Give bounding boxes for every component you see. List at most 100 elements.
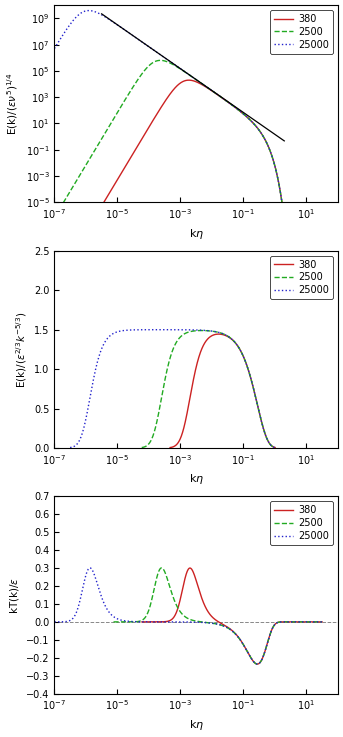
2500 xyxy=(153,425,157,434)
25000 xyxy=(52,618,57,626)
380 xyxy=(187,76,191,85)
25000 xyxy=(172,618,176,626)
25000 xyxy=(73,611,77,620)
380 xyxy=(140,618,144,626)
2500 xyxy=(255,660,259,668)
2500 xyxy=(159,564,164,573)
X-axis label: k$\eta$: k$\eta$ xyxy=(189,718,204,732)
25000 xyxy=(115,21,119,29)
380 xyxy=(282,210,286,219)
380 xyxy=(190,381,194,390)
380 xyxy=(250,656,255,665)
Legend: 380, 2500, 25000: 380, 2500, 25000 xyxy=(270,10,333,54)
Y-axis label: kT(k)/$\varepsilon$: kT(k)/$\varepsilon$ xyxy=(8,576,21,614)
380 xyxy=(188,564,192,573)
25000 xyxy=(255,660,259,668)
380 xyxy=(297,618,301,626)
2500 xyxy=(148,438,152,447)
380 xyxy=(140,134,144,143)
380 xyxy=(94,211,98,220)
Legend: 380, 2500, 25000: 380, 2500, 25000 xyxy=(270,256,333,299)
Y-axis label: E(k)/($\varepsilon^{2/3}k^{-5/3}$): E(k)/($\varepsilon^{2/3}k^{-5/3}$) xyxy=(14,311,28,388)
2500 xyxy=(196,326,200,335)
2500 xyxy=(273,443,277,452)
Line: 380: 380 xyxy=(142,568,322,664)
25000 xyxy=(193,326,197,335)
2500 xyxy=(255,124,259,133)
2500 xyxy=(238,635,242,644)
380 xyxy=(272,157,276,166)
25000 xyxy=(193,326,197,335)
380 xyxy=(216,329,221,338)
25000 xyxy=(202,326,206,335)
2500 xyxy=(218,92,223,101)
380 xyxy=(221,330,225,339)
25000 xyxy=(84,570,88,579)
Line: 25000: 25000 xyxy=(55,10,284,214)
2500 xyxy=(299,618,304,626)
25000 xyxy=(168,325,172,334)
Line: 25000: 25000 xyxy=(70,329,275,447)
380 xyxy=(210,331,214,340)
2500 xyxy=(88,153,93,161)
X-axis label: k$\eta$: k$\eta$ xyxy=(189,226,204,240)
380 xyxy=(273,443,277,452)
2500 xyxy=(173,341,177,350)
2500 xyxy=(140,443,144,452)
25000 xyxy=(156,325,161,334)
2500 xyxy=(228,99,233,108)
25000 xyxy=(145,41,149,49)
25000 xyxy=(68,443,72,452)
25000 xyxy=(87,6,91,15)
2500 xyxy=(210,326,214,335)
25000 xyxy=(201,80,205,89)
X-axis label: k$\eta$: k$\eta$ xyxy=(189,472,204,486)
380 xyxy=(291,618,295,626)
25000 xyxy=(320,618,324,626)
25000 xyxy=(282,210,286,219)
25000 xyxy=(142,38,146,47)
2500 xyxy=(76,174,80,183)
25000 xyxy=(251,382,255,391)
2500 xyxy=(158,56,163,65)
2500 xyxy=(181,611,186,620)
Line: 380: 380 xyxy=(96,80,284,215)
Y-axis label: E(k)/($\varepsilon\nu^5)^{1/4}$: E(k)/($\varepsilon\nu^5)^{1/4}$ xyxy=(5,72,20,135)
2500 xyxy=(282,210,286,219)
Line: 25000: 25000 xyxy=(55,568,322,664)
380 xyxy=(149,119,153,128)
Line: 2500: 2500 xyxy=(56,60,284,215)
Line: 380: 380 xyxy=(170,334,275,447)
25000 xyxy=(52,44,57,53)
2500 xyxy=(118,618,122,626)
380 xyxy=(185,567,189,576)
380 xyxy=(209,85,213,94)
Legend: 380, 2500, 25000: 380, 2500, 25000 xyxy=(270,501,333,545)
380 xyxy=(261,131,265,140)
25000 xyxy=(88,564,92,573)
2500 xyxy=(116,108,120,116)
25000 xyxy=(152,325,156,334)
380 xyxy=(168,443,172,452)
380 xyxy=(239,347,243,356)
25000 xyxy=(273,443,277,452)
380 xyxy=(139,136,143,145)
2500 xyxy=(111,618,116,626)
380 xyxy=(210,332,214,340)
25000 xyxy=(176,618,180,626)
2500 xyxy=(199,326,203,335)
2500 xyxy=(200,326,204,335)
25000 xyxy=(253,122,258,130)
2500 xyxy=(310,618,314,626)
380 xyxy=(230,335,234,344)
2500 xyxy=(151,589,155,598)
25000 xyxy=(166,618,170,626)
380 xyxy=(238,635,242,643)
380 xyxy=(255,660,259,668)
25000 xyxy=(123,26,128,35)
2500 xyxy=(54,211,58,220)
Line: 2500: 2500 xyxy=(142,330,275,447)
380 xyxy=(320,618,324,626)
Line: 2500: 2500 xyxy=(114,568,322,664)
25000 xyxy=(205,618,209,627)
